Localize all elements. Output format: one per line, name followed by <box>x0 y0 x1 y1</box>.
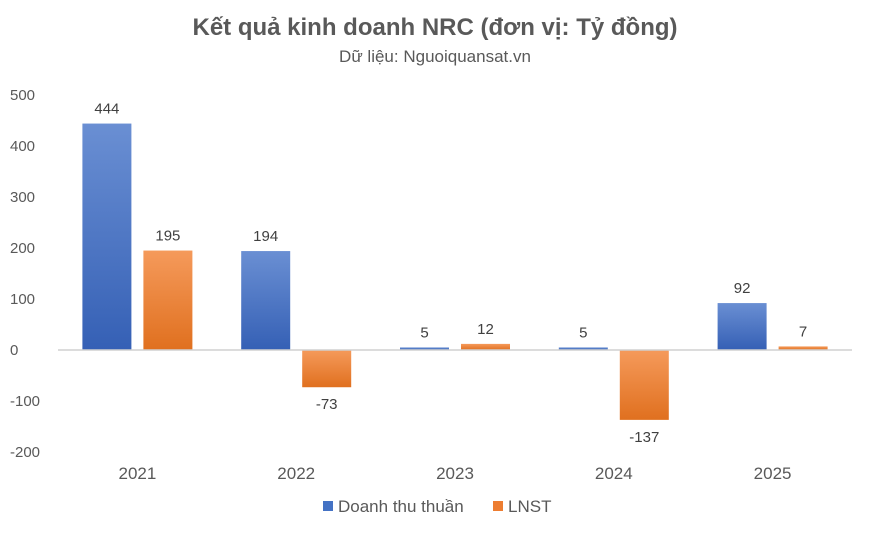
data-label: 12 <box>477 321 494 338</box>
bar-doanh-thu-thuần-2024 <box>558 347 608 350</box>
bar-doanh-thu-thuần-2022 <box>241 251 291 350</box>
bar-lnst-2025 <box>778 346 828 350</box>
chart-subtitle: Dữ liệu: Nguoiquansat.vn <box>339 47 531 66</box>
bar-doanh-thu-thuần-2021 <box>82 123 132 350</box>
chart-title: Kết quả kinh doanh NRC (đơn vị: Tỷ đồng) <box>192 14 678 41</box>
data-label: 444 <box>94 101 119 118</box>
y-tick-label: -200 <box>10 444 40 461</box>
x-category-label: 2023 <box>436 464 474 483</box>
y-tick-label: 100 <box>10 291 35 308</box>
data-label: 194 <box>253 228 278 245</box>
y-tick-label: 400 <box>10 138 35 155</box>
x-category-label: 2021 <box>118 464 156 483</box>
data-label: 7 <box>799 323 807 340</box>
data-label: 92 <box>734 280 751 297</box>
data-label: 195 <box>155 228 180 245</box>
data-label: -137 <box>629 429 659 446</box>
bar-lnst-2024 <box>619 350 669 420</box>
x-category-label: 2022 <box>277 464 315 483</box>
legend-label: Doanh thu thuần <box>338 497 464 516</box>
bar-doanh-thu-thuần-2023 <box>400 347 449 350</box>
y-tick-label: 0 <box>10 342 18 359</box>
legend-swatch <box>493 501 503 511</box>
x-category-label: 2025 <box>754 464 792 483</box>
bar-lnst-2021 <box>143 250 193 350</box>
x-category-label: 2024 <box>595 464 633 483</box>
data-label: 5 <box>420 324 428 341</box>
y-tick-label: 300 <box>10 189 35 206</box>
y-tick-label: 500 <box>10 87 35 104</box>
bar-lnst-2022 <box>302 350 352 388</box>
legend-swatch <box>323 501 333 511</box>
bar-doanh-thu-thuần-2025 <box>717 303 767 350</box>
y-tick-label: 200 <box>10 240 35 257</box>
legend-label: LNST <box>508 497 551 516</box>
y-tick-label: -100 <box>10 393 40 410</box>
data-label: 5 <box>579 324 587 341</box>
bar-lnst-2023 <box>461 343 510 350</box>
data-label: -73 <box>316 396 338 413</box>
